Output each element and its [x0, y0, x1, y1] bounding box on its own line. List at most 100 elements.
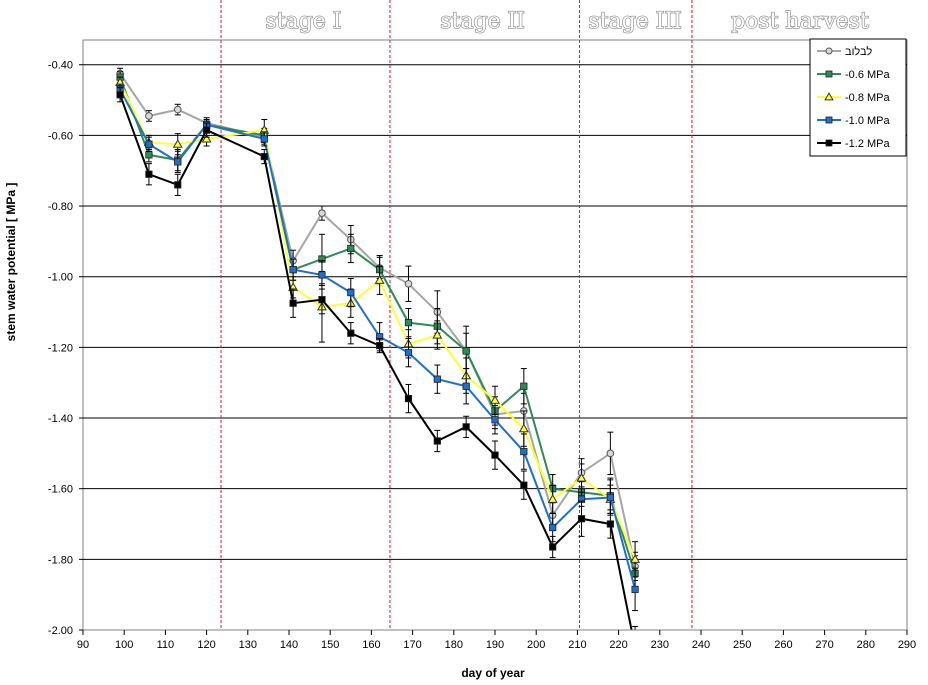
- y-tick-label: -1.20: [48, 342, 73, 354]
- data-point: [145, 170, 153, 178]
- data-point: [289, 266, 297, 274]
- legend-label: -0.6 MPa: [845, 69, 891, 81]
- data-point: [318, 271, 326, 279]
- legend-label: -1.0 MPa: [845, 115, 891, 127]
- x-tick-label: 170: [403, 639, 421, 651]
- data-point: [174, 158, 182, 166]
- series-line: [119, 88, 637, 590]
- stage-label: stage II: [440, 9, 525, 34]
- data-point: [201, 133, 212, 143]
- series--1_2MPa: [116, 87, 639, 650]
- x-tick-label: 90: [77, 639, 89, 651]
- x-tick-label: 210: [568, 639, 586, 651]
- data-point: [260, 135, 268, 143]
- data-point: [202, 126, 211, 134]
- data-point: [432, 329, 443, 339]
- x-tick-label: 150: [321, 639, 339, 651]
- data-point: [606, 493, 614, 502]
- data-point: [376, 341, 384, 350]
- data-point: [606, 449, 615, 458]
- y-tick-label: -2.00: [48, 625, 73, 637]
- legend: לבלוב -0.6 MPa -0.8 MPa -1.0 MPa -1.2 MPa: [809, 38, 907, 157]
- plot-area: [82, 39, 908, 631]
- data-point: [145, 140, 153, 148]
- x-tick-label: 270: [815, 639, 833, 651]
- x-tick-label: 260: [774, 639, 792, 651]
- data-point: [462, 347, 470, 355]
- x-tick-label: 120: [197, 639, 215, 651]
- x-tick-label: 220: [609, 639, 627, 651]
- y-tick-label: -0.60: [48, 130, 73, 142]
- data-point: [145, 151, 153, 159]
- data-point: [520, 447, 528, 456]
- stage-label: post harvest: [731, 9, 869, 34]
- x-tick-label: 180: [445, 639, 463, 651]
- data-point: [116, 91, 124, 99]
- x-tick-label: 280: [857, 639, 875, 651]
- data-point: [632, 644, 638, 650]
- y-tick-label: -1.00: [48, 272, 73, 284]
- data-point: [520, 481, 528, 489]
- y-tick-label: -1.40: [48, 413, 73, 425]
- data-point: [824, 92, 834, 101]
- data-point: [260, 152, 268, 161]
- data-point: [404, 279, 413, 288]
- legend-entry: לבלוב: [817, 45, 872, 58]
- data-point: [289, 299, 297, 307]
- data-point: [145, 112, 153, 120]
- data-point: [462, 423, 470, 431]
- legend-label: לבלוב: [845, 45, 872, 58]
- y-tick-label: -0.40: [48, 60, 73, 72]
- data-point: [491, 416, 499, 424]
- y-axis-title: stem water potential [ MPa ]: [4, 183, 18, 342]
- data-point: [318, 296, 326, 304]
- data-point: [549, 523, 557, 532]
- plot-border: [82, 39, 908, 631]
- data-point: [825, 139, 833, 147]
- data-point: [462, 382, 470, 390]
- data-point: [825, 116, 833, 124]
- x-tick-label: 160: [362, 639, 380, 651]
- data-point: [631, 585, 639, 593]
- y-tick-label: -1.80: [48, 554, 73, 566]
- x-tick-label: 110: [157, 639, 175, 651]
- series-line: [119, 73, 637, 567]
- stage-label: stage III: [588, 9, 681, 34]
- legend-entry: -0.6 MPa: [817, 69, 891, 81]
- legend-label: -1.2 MPa: [845, 138, 891, 150]
- data-point: [347, 289, 355, 297]
- data-point: [520, 382, 528, 390]
- x-axis: 90 100 110 120 130 140 150 160 170 180 190 200 210 22…: [77, 629, 916, 651]
- legend-entry: -1.2 MPa: [817, 138, 891, 150]
- x-tick-label: 100: [115, 639, 133, 651]
- data-point: [172, 139, 183, 148]
- data-point: [347, 329, 355, 337]
- legend-entry: -0.8 MPa: [817, 92, 891, 104]
- data-point: [489, 395, 501, 404]
- data-point: [433, 375, 441, 383]
- data-point: [606, 520, 614, 528]
- x-tick-label: 140: [280, 639, 298, 651]
- legend-label: -0.8 MPa: [845, 92, 891, 104]
- data-point: [630, 554, 641, 563]
- x-tick-label: 290: [898, 639, 916, 651]
- data-point: [433, 437, 441, 445]
- series-line: [119, 94, 633, 630]
- y-tick-label: -0.80: [48, 201, 73, 213]
- data-point: [404, 349, 413, 357]
- data-point: [318, 209, 326, 217]
- y-tick-label: -1.60: [48, 484, 73, 496]
- x-tick-label: 230: [651, 639, 669, 651]
- data-point: [374, 275, 385, 284]
- data-point: [549, 543, 557, 551]
- data-point: [825, 70, 833, 78]
- data-point: [347, 244, 355, 253]
- data-point: [825, 47, 833, 55]
- x-tick-label: 250: [733, 639, 751, 651]
- data-point: [404, 319, 413, 327]
- x-tick-label: 240: [692, 639, 710, 651]
- data-point: [491, 451, 499, 459]
- stage-dividers: stage I stage II stage III post harvest: [220, 0, 870, 630]
- legend-entry: -1.0 MPa: [817, 115, 891, 127]
